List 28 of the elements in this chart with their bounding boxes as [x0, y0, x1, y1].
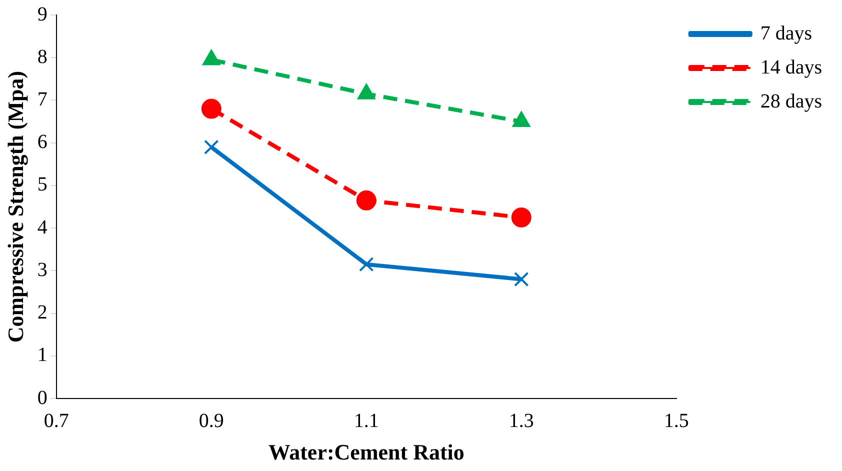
x-tick-label: 1.1 — [354, 410, 379, 432]
y-tick-label: 7 — [37, 88, 48, 110]
y-tick-label: 4 — [37, 216, 48, 238]
y-tick-label: 6 — [37, 131, 48, 154]
x-tick-label: 0.9 — [198, 410, 224, 432]
y-tick-label: 1 — [37, 344, 48, 366]
y-tick-label: 9 — [37, 3, 48, 26]
point — [359, 256, 374, 272]
point — [202, 50, 220, 66]
x-tick-label: 1.3 — [508, 410, 534, 432]
y-tick-label: 5 — [37, 174, 48, 196]
y-tick-label: 3 — [37, 258, 48, 281]
point — [512, 112, 530, 128]
point — [356, 190, 376, 210]
y-tick-label: 8 — [37, 46, 48, 68]
legend-label: 28 days — [760, 90, 822, 112]
x-tick-label: 0.7 — [44, 410, 69, 432]
y-tick-label: 0 — [37, 386, 48, 409]
point — [514, 272, 529, 287]
x-tick-label: 1.5 — [664, 410, 689, 432]
y-tick-label: 2 — [37, 302, 48, 324]
point — [204, 140, 219, 154]
x-axis-title: Water:Cement Ratio — [268, 439, 464, 464]
point — [511, 207, 532, 228]
legend-label: 14 days — [760, 56, 822, 78]
y-axis-title: Compressive Strength (Mpa) — [2, 70, 28, 343]
legend-label: 7 days — [760, 22, 812, 44]
point — [358, 84, 376, 100]
